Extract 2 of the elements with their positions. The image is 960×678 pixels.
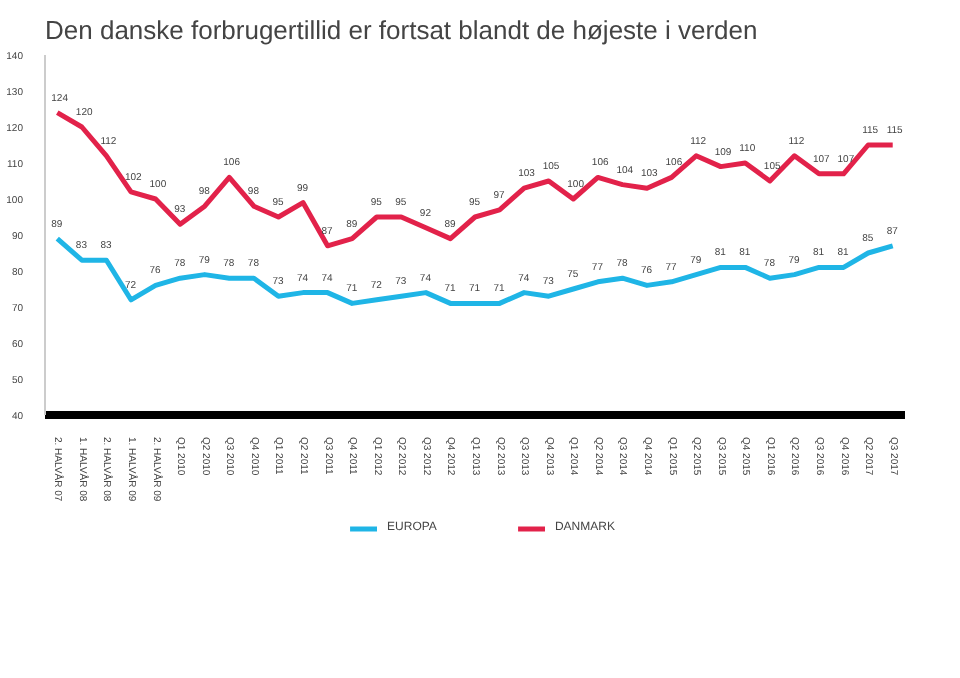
chart-title: Den danske forbrugertillid er fortsat blandt de højeste i verden <box>45 15 758 45</box>
line-series <box>54 236 896 306</box>
